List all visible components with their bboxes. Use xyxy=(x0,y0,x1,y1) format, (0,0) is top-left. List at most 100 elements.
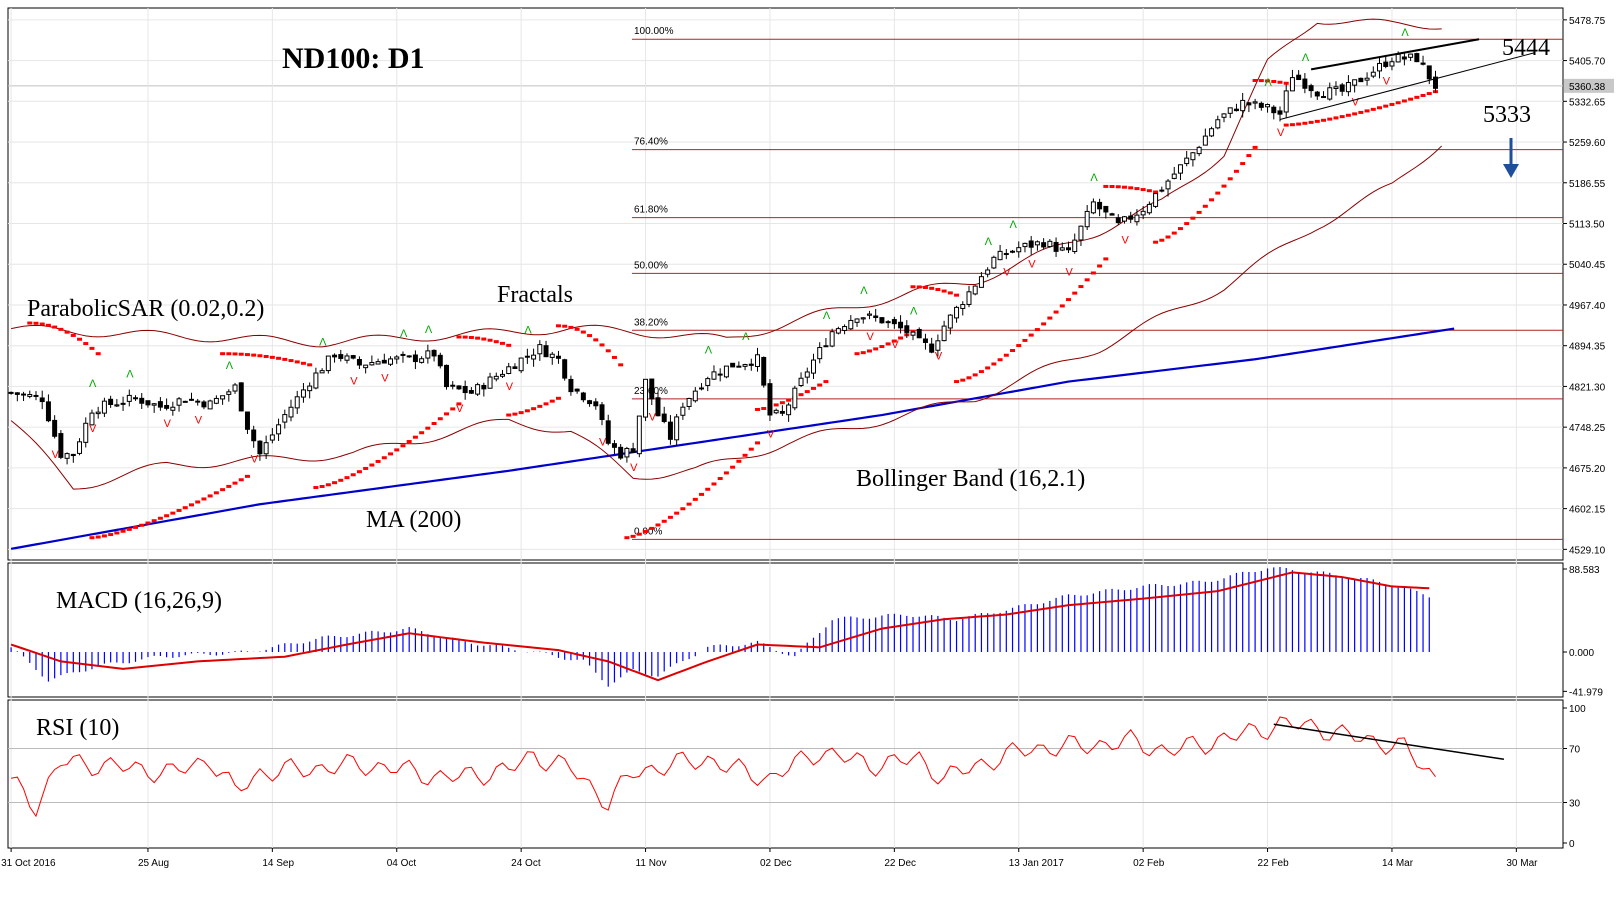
candle-body xyxy=(506,366,512,375)
sar-dot xyxy=(1265,79,1271,83)
down-arrow-icon xyxy=(1503,138,1519,178)
sar-dot xyxy=(705,487,711,491)
sar-dot xyxy=(985,366,991,370)
candle-body xyxy=(574,388,580,392)
sar-dot xyxy=(593,338,599,342)
sar-dot xyxy=(555,324,561,328)
fractal-down-icon: V xyxy=(251,453,259,465)
sar-dot xyxy=(1339,115,1345,119)
candle-body xyxy=(1289,77,1295,92)
candle-body xyxy=(220,395,226,400)
candle-body xyxy=(188,398,194,401)
candle-body xyxy=(1265,104,1271,108)
candle-body xyxy=(1202,135,1208,146)
sar-dot xyxy=(1221,184,1227,188)
sar-dot xyxy=(667,515,673,519)
candle-body xyxy=(133,397,139,400)
time-tick-label: 02 Feb xyxy=(1133,858,1165,869)
price-tick-label: 5040.45 xyxy=(1569,260,1606,271)
sar-dot xyxy=(910,329,916,333)
sar-dot xyxy=(1159,238,1165,242)
fractal-up-icon: Λ xyxy=(1010,219,1018,231)
candle-body xyxy=(599,404,605,420)
candle-body xyxy=(817,347,823,360)
candle-body xyxy=(101,400,107,414)
candle-body xyxy=(792,387,798,409)
candle-body xyxy=(499,373,505,377)
candle-body xyxy=(481,384,487,390)
price-tick-label: 4602.15 xyxy=(1569,505,1606,516)
sar-dot xyxy=(1389,102,1395,106)
sar-dot xyxy=(157,516,163,520)
candle-body xyxy=(201,401,207,408)
sar-dot xyxy=(145,521,151,525)
sar-dot xyxy=(1401,99,1407,103)
sar-dot xyxy=(1414,95,1420,99)
sar-dot xyxy=(1377,106,1382,110)
price-tick-label: 4894.35 xyxy=(1569,342,1606,353)
candle-body xyxy=(462,385,468,394)
sar-dot xyxy=(798,393,804,397)
sar-dot xyxy=(269,355,275,359)
sar-dot xyxy=(226,484,232,488)
parabolic-sar xyxy=(27,78,1438,540)
sar-dot xyxy=(1314,119,1320,123)
sar-dot xyxy=(487,338,493,342)
candle-body xyxy=(1196,146,1202,155)
candle-body xyxy=(114,404,120,407)
candle-body xyxy=(562,359,568,379)
sar-dot xyxy=(568,325,574,329)
sar-dot xyxy=(201,497,207,501)
candle-body xyxy=(344,355,350,361)
candle-body xyxy=(985,269,991,275)
rsi-tick-label: 100 xyxy=(1569,704,1586,715)
candle-body xyxy=(450,384,456,387)
sar-dot xyxy=(755,441,760,445)
sar-dot xyxy=(45,323,51,327)
price-tick-label: 4821.30 xyxy=(1569,382,1606,393)
sar-dot xyxy=(1395,101,1401,105)
sar-dot xyxy=(1333,116,1339,120)
sar-dot xyxy=(537,404,543,408)
candle-body xyxy=(605,420,611,444)
fractal-down-icon: V xyxy=(52,449,60,461)
sar-dot xyxy=(916,285,922,289)
candle-body xyxy=(437,354,443,367)
sar-dot xyxy=(313,486,319,490)
sar-dot xyxy=(1041,322,1047,326)
sar-dot xyxy=(736,459,742,463)
candle-body xyxy=(898,321,904,329)
sar-dot xyxy=(1059,304,1065,308)
sar-dot xyxy=(1233,169,1239,173)
candle-body xyxy=(425,350,431,359)
sar-dot xyxy=(1352,112,1358,116)
sar-dot xyxy=(506,343,512,347)
fractal-down-icon: V xyxy=(630,462,638,474)
sar-dot xyxy=(817,383,823,387)
sar-dot xyxy=(1140,188,1146,192)
rsi-label: RSI (10) xyxy=(36,715,119,741)
sar-dot xyxy=(1109,185,1115,189)
candle-body xyxy=(904,325,910,333)
time-tick-label: 14 Sep xyxy=(262,858,294,869)
candle-body xyxy=(444,364,450,388)
sar-dot xyxy=(182,506,188,510)
candle-body xyxy=(1209,128,1215,137)
fractal-down-icon: V xyxy=(381,373,389,385)
sar-dot xyxy=(276,356,282,360)
candle-body xyxy=(1233,108,1239,112)
fractal-up-icon: Λ xyxy=(1302,52,1310,64)
sar-dot xyxy=(444,412,449,416)
sar-dot xyxy=(1146,189,1152,193)
sar-dot xyxy=(325,483,331,487)
candle-body xyxy=(873,315,879,319)
candle-body xyxy=(879,317,885,324)
candle-body xyxy=(170,406,176,411)
candle-body xyxy=(251,429,257,442)
candle-body xyxy=(1047,240,1053,248)
price-tick-label: 5259.60 xyxy=(1569,138,1606,149)
candle-body xyxy=(748,363,754,366)
candle-body xyxy=(244,411,250,430)
sar-dot xyxy=(493,340,499,344)
